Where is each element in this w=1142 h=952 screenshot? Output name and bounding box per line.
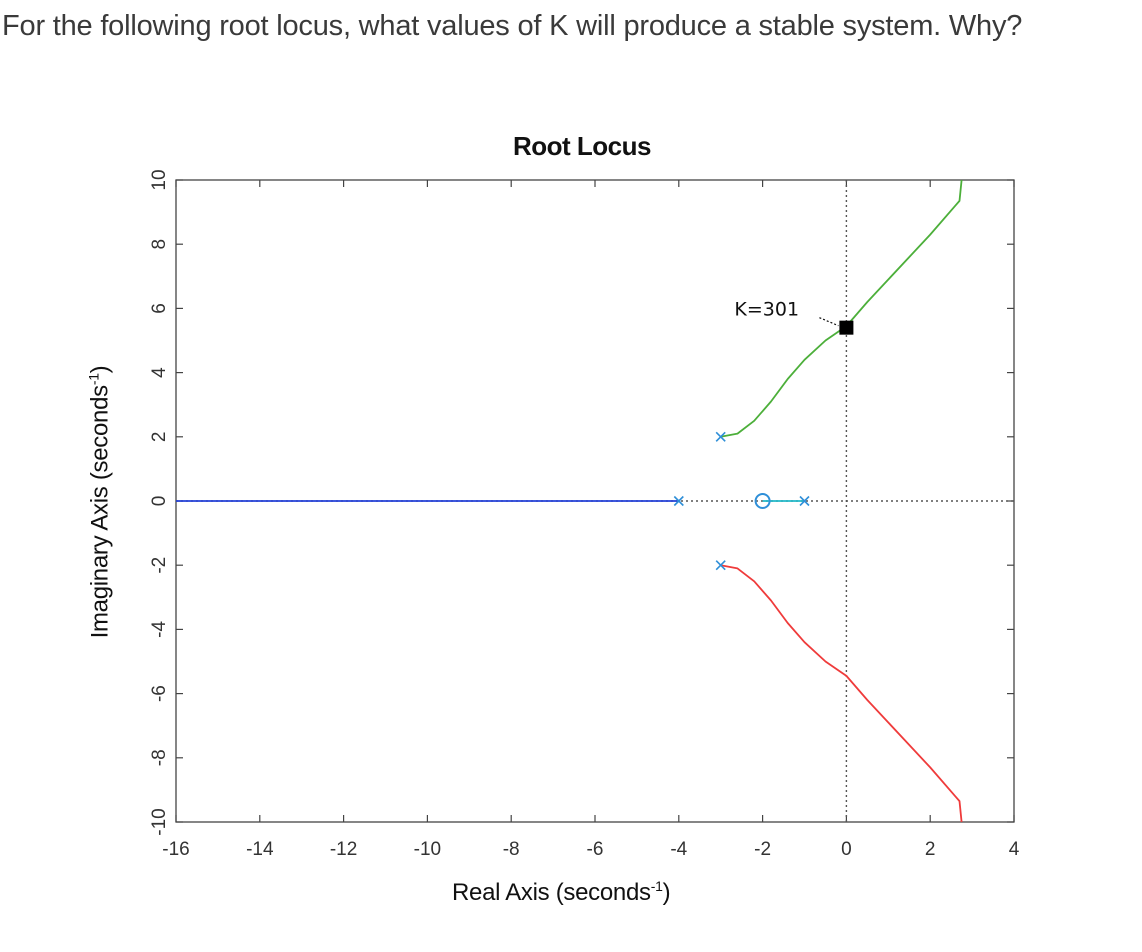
x-tick-label: 4 <box>1009 839 1020 860</box>
x-tick-label: -14 <box>246 839 274 860</box>
k-annotation-leader <box>819 317 839 327</box>
y-tick-label: -10 <box>149 808 170 835</box>
pole-marker-stroke <box>715 431 726 442</box>
x-tick-label: -8 <box>503 839 520 860</box>
x-axis-label: Real Axis (seconds-1) <box>452 878 671 907</box>
y-tick-label: -8 <box>149 749 170 766</box>
x-tick-label: 2 <box>925 839 936 860</box>
x-axis-label-exponent: -1 <box>650 878 663 894</box>
pole-marker-stroke <box>799 495 810 507</box>
locus-branch-3 <box>720 564 963 823</box>
x-tick-label: -6 <box>587 839 604 860</box>
pole-marker <box>673 495 684 507</box>
pole-marker <box>715 431 726 442</box>
y-tick-label: 2 <box>149 432 170 443</box>
y-tick-label: 10 <box>149 169 170 190</box>
pole-marker-stroke <box>715 560 726 571</box>
k-annotation-label: K=301 <box>734 299 799 321</box>
x-tick-label: -2 <box>754 839 771 860</box>
y-tick-label: -2 <box>149 557 170 574</box>
k-data-marker <box>839 320 854 335</box>
x-axis-label-close: ) <box>662 879 671 906</box>
x-tick-label: 0 <box>841 839 852 860</box>
zero-marker <box>754 493 771 509</box>
y-tick-label: 0 <box>149 496 170 507</box>
x-tick-label: -16 <box>162 839 189 860</box>
x-axis-label-text: Real Axis (seconds <box>452 879 651 906</box>
pole-marker <box>715 560 726 571</box>
chart-title: Root Locus <box>513 131 652 161</box>
y-tick-label: 6 <box>149 303 170 314</box>
pole-marker-stroke <box>673 495 684 507</box>
y-tick-label: -6 <box>149 685 170 702</box>
y-tick-label: 4 <box>149 367 170 378</box>
question-text: For the following root locus, what value… <box>2 10 1023 42</box>
y-tick-label: -4 <box>149 621 170 638</box>
x-tick-label: -12 <box>330 839 357 860</box>
x-tick-label: -10 <box>414 839 441 860</box>
y-tick-label: 8 <box>149 239 170 250</box>
x-tick-label: -4 <box>670 839 687 860</box>
pole-marker <box>799 495 810 507</box>
